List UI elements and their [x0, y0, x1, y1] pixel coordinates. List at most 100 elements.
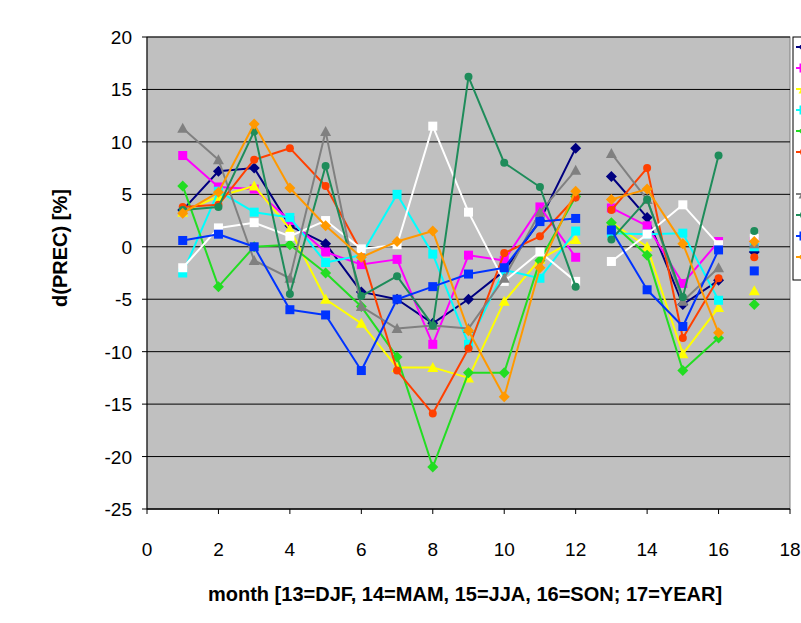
tick-mark	[142, 509, 147, 510]
data-point	[178, 151, 187, 160]
tick-mark	[142, 246, 147, 247]
data-point	[357, 292, 365, 300]
data-point	[749, 285, 760, 295]
data-point	[214, 203, 222, 211]
data-point	[427, 362, 438, 372]
data-point	[393, 190, 402, 199]
data-point	[356, 318, 367, 328]
y-tick-label: 10	[111, 132, 132, 153]
data-point	[499, 391, 510, 402]
tick-mark	[142, 37, 147, 38]
legend	[793, 37, 801, 280]
x-tick-label: 10	[494, 539, 515, 560]
data-point	[643, 285, 652, 294]
data-point	[321, 258, 330, 267]
data-point	[464, 270, 473, 279]
data-point	[427, 226, 438, 237]
data-point	[571, 227, 580, 236]
data-point	[428, 250, 437, 259]
data-point	[429, 321, 437, 329]
data-point	[320, 268, 331, 279]
x-tick-label: 12	[565, 539, 586, 560]
data-point	[536, 183, 544, 191]
series-line	[183, 128, 755, 328]
data-point	[606, 148, 617, 158]
legend-swatch	[796, 88, 801, 90]
series-line	[183, 186, 755, 378]
data-point	[177, 123, 188, 133]
x-tick-label: 6	[356, 539, 367, 560]
grid-line	[147, 456, 790, 457]
data-point	[213, 154, 224, 164]
data-point	[428, 282, 437, 291]
data-point	[213, 281, 224, 292]
data-point	[500, 263, 509, 272]
data-point	[463, 325, 474, 336]
data-point	[749, 236, 760, 247]
legend-marker	[800, 211, 801, 219]
data-point	[500, 249, 508, 257]
data-point	[286, 290, 294, 298]
tick-mark	[142, 89, 147, 90]
legend-marker	[800, 169, 801, 178]
data-point	[464, 208, 473, 217]
data-point	[250, 218, 259, 227]
data-point	[464, 251, 473, 260]
legend-marker	[799, 126, 801, 137]
data-point	[285, 213, 294, 222]
data-point	[715, 152, 723, 160]
data-point	[322, 182, 330, 190]
data-point	[642, 184, 653, 195]
x-tick-label: 8	[427, 539, 438, 560]
data-point	[643, 221, 652, 230]
tick-mark	[142, 141, 147, 142]
series-line	[183, 77, 755, 326]
data-point	[643, 164, 651, 172]
data-point	[286, 144, 294, 152]
data-point	[393, 272, 401, 280]
tick-mark	[142, 194, 147, 195]
data-point	[356, 301, 367, 311]
grid-line	[147, 404, 790, 405]
plot-data	[177, 73, 760, 473]
x-tick-label: 18	[779, 539, 800, 560]
y-tick-label: -10	[105, 342, 132, 363]
y-tick-label: -20	[105, 447, 132, 468]
data-point	[214, 230, 223, 239]
data-point	[607, 225, 616, 234]
x-tick-label: 0	[142, 539, 153, 560]
data-point	[285, 305, 294, 314]
tick-mark	[504, 509, 505, 514]
data-point	[499, 273, 510, 283]
data-point	[427, 462, 438, 473]
data-point	[213, 187, 224, 198]
data-point	[678, 322, 687, 331]
data-point	[357, 366, 366, 375]
tick-mark	[432, 509, 433, 514]
data-point	[250, 156, 258, 164]
data-point	[392, 236, 403, 247]
data-point	[643, 230, 652, 239]
data-point	[606, 171, 617, 182]
y-tick-label: -25	[105, 499, 132, 520]
data-point	[428, 122, 437, 131]
data-point	[642, 250, 653, 261]
grid-line	[147, 194, 790, 195]
data-point	[284, 183, 295, 194]
data-point	[285, 232, 294, 241]
data-point	[570, 165, 581, 175]
data-point	[356, 301, 367, 312]
data-point	[678, 200, 687, 209]
data-point	[534, 215, 545, 226]
data-point	[677, 365, 688, 376]
data-point	[534, 262, 545, 273]
data-point	[535, 217, 544, 226]
data-point	[177, 180, 188, 191]
data-point	[500, 159, 508, 167]
data-point	[393, 367, 401, 375]
tick-mark	[142, 351, 147, 352]
tick-mark	[718, 509, 719, 514]
data-point	[571, 253, 580, 262]
series-line	[183, 156, 755, 345]
tick-mark	[790, 509, 791, 514]
